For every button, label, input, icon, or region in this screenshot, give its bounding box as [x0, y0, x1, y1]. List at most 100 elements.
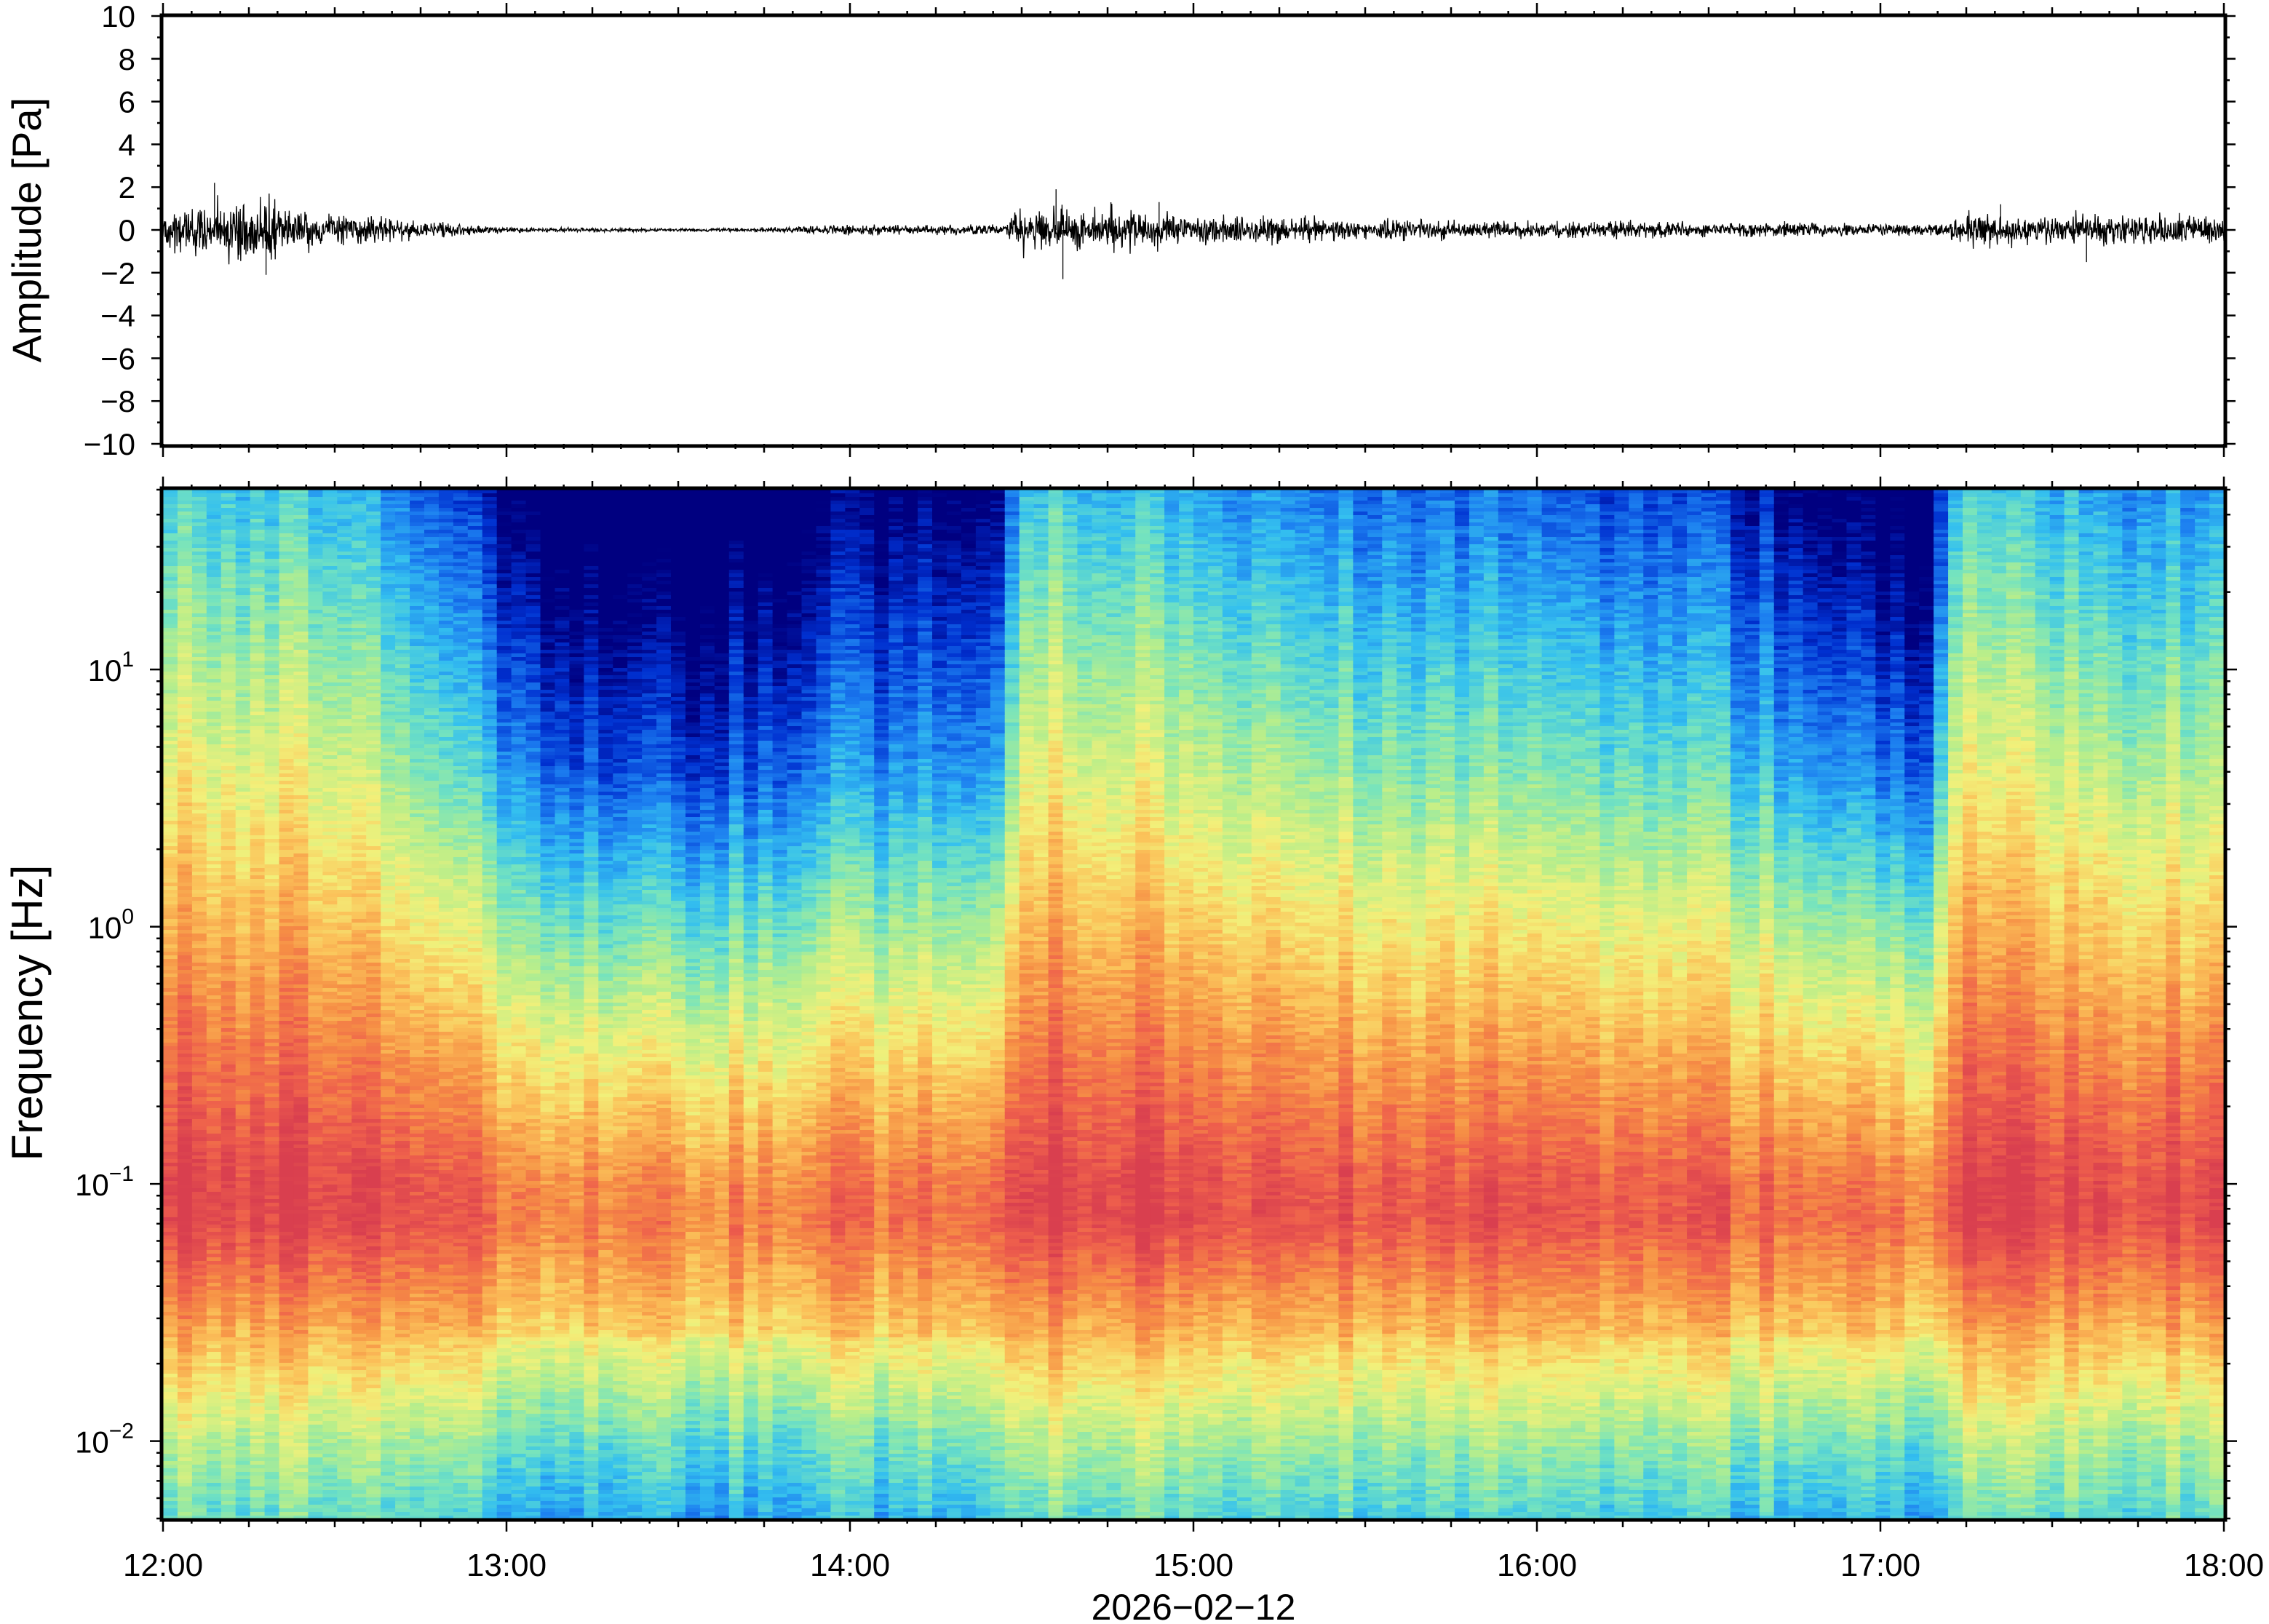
- spectrogram-cell: [207, 1468, 222, 1473]
- spectrogram-cell: [279, 675, 295, 680]
- spectrogram-cell: [192, 872, 207, 876]
- spectrogram-cell: [322, 1054, 338, 1058]
- spectrogram-cell: [308, 857, 323, 861]
- spectrogram-cell: [192, 1159, 207, 1163]
- spectrogram-cell: [163, 1377, 178, 1382]
- spectrogram-cell: [221, 1141, 237, 1145]
- spectrogram-cell: [163, 799, 178, 803]
- spectrogram-cell: [337, 555, 352, 560]
- spectrogram-cell: [221, 1079, 237, 1083]
- spectrogram-cell: [192, 1177, 207, 1182]
- spectrogram-cell: [163, 1297, 178, 1302]
- spectrogram-cell: [279, 1301, 295, 1305]
- spectrogram-cell: [163, 1512, 178, 1516]
- spectrogram-cell: [192, 904, 207, 909]
- spectrogram-cell: [308, 552, 323, 556]
- spectrogram-cell: [207, 1243, 222, 1247]
- spectrogram-cell: [192, 763, 207, 767]
- spectrogram-cell: [265, 628, 280, 632]
- spectrogram-cell: [178, 959, 193, 963]
- spectrogram-cell: [163, 1043, 178, 1047]
- spectrogram-cell: [207, 799, 222, 803]
- spectrogram-cell: [293, 875, 309, 880]
- spectrogram-cell: [192, 966, 207, 971]
- spectrogram-cell: [236, 606, 251, 610]
- spectrogram-cell: [337, 934, 352, 938]
- spectrogram-cell: [192, 679, 207, 683]
- spectrogram-cell: [207, 803, 222, 807]
- spectrogram-cell: [178, 613, 193, 618]
- spectrogram-cell: [221, 1137, 237, 1142]
- spectrogram-cell: [293, 1261, 309, 1265]
- spectrogram-cell: [337, 872, 352, 876]
- spectrogram-cell: [265, 835, 280, 840]
- spectrogram-cell: [236, 1228, 251, 1233]
- spectrogram-cell: [308, 1050, 323, 1054]
- spectrogram-cell: [221, 755, 237, 760]
- spectrogram-cell: [308, 817, 323, 821]
- spectrogram-cell: [221, 675, 237, 680]
- spectrogram-cell: [293, 581, 309, 585]
- spectrogram-cell: [250, 1308, 266, 1313]
- spectrogram-cell: [293, 752, 309, 756]
- spectrogram-cell: [207, 1436, 222, 1440]
- spectrogram-cell: [308, 1352, 323, 1356]
- spectrogram-cell: [279, 1032, 295, 1036]
- spectrogram-cell: [207, 1465, 222, 1469]
- spectrogram-cell: [178, 1083, 193, 1087]
- spectrogram-cell: [163, 1479, 178, 1484]
- spectrogram-cell: [178, 1119, 193, 1123]
- spectrogram-cell: [236, 1137, 251, 1142]
- spectrogram-cell: [279, 1050, 295, 1054]
- spectrogram-cell: [207, 773, 222, 778]
- spectrogram-cell: [279, 1141, 295, 1145]
- spectrogram-cell: [207, 1454, 222, 1458]
- spectrogram-cell: [192, 675, 207, 680]
- spectrogram-cell: [192, 1483, 207, 1487]
- spectrogram-cell: [178, 1406, 193, 1411]
- spectrogram-cell: [192, 1083, 207, 1087]
- spectrogram-cell: [250, 1246, 266, 1251]
- spectrogram-cell: [163, 562, 178, 567]
- spectrogram-cell: [163, 1137, 178, 1142]
- spectrogram-cell: [221, 1006, 237, 1011]
- spectrogram-cell: [163, 646, 178, 650]
- spectrogram-cell: [337, 588, 352, 592]
- spectrogram-cell: [192, 690, 207, 694]
- spectrogram-cell: [236, 1217, 251, 1222]
- spectrogram-cell: [192, 1283, 207, 1287]
- spectrogram-cell: [265, 1385, 280, 1389]
- spectrogram-cell: [293, 1024, 309, 1029]
- spectrogram-cell: [163, 1159, 178, 1163]
- spectrogram-cell: [236, 1323, 251, 1327]
- spectrogram-cell: [322, 1297, 338, 1302]
- spectrogram-cell: [293, 526, 309, 530]
- spectrogram-cell: [250, 570, 266, 574]
- spectrogram-cell: [250, 843, 266, 847]
- spectrogram-cell: [207, 606, 222, 610]
- spectrogram-cell: [192, 650, 207, 654]
- spectrogram-cell: [293, 530, 309, 534]
- spectrogram-cell: [308, 890, 323, 894]
- spectrogram-cell: [250, 795, 266, 800]
- spectrogram-cell: [293, 897, 309, 901]
- spectrogram-cell: [337, 817, 352, 821]
- spectrogram-cell: [308, 1159, 323, 1163]
- spectrogram-cell: [163, 701, 178, 705]
- spectrogram-cell: [308, 879, 323, 883]
- spectrogram-cell: [178, 1159, 193, 1163]
- spectrogram-cell: [236, 737, 251, 741]
- spectrogram-cell: [279, 1345, 295, 1349]
- spectrogram-cell: [236, 1497, 251, 1502]
- spectrogram-cell: [192, 1399, 207, 1404]
- spectrogram-cell: [337, 806, 352, 811]
- spectrogram-cell: [308, 1425, 323, 1429]
- spectrogram-cell: [163, 1021, 178, 1025]
- spectrogram-cell: [322, 1308, 338, 1313]
- spectrogram-cell: [250, 1297, 266, 1302]
- spectrogram-cell: [178, 1064, 193, 1069]
- spectrogram-cell: [308, 1399, 323, 1404]
- spectrogram-cell: [279, 621, 295, 625]
- spectrogram-cell: [308, 984, 323, 989]
- spectrogram-cell: [322, 999, 338, 1003]
